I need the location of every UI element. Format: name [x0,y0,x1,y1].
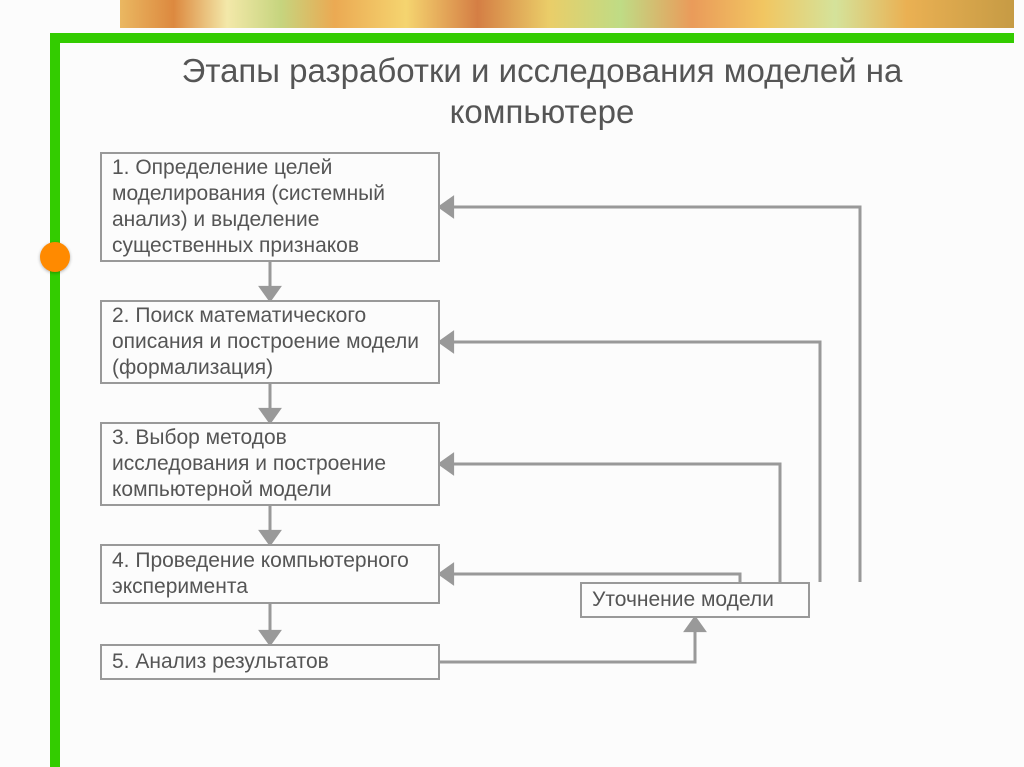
side-accent-dot [40,242,70,272]
side-accent-rail [50,33,60,767]
flowchart-node-n2: 2. Поиск математического описания и пост… [100,300,440,384]
top-accent-bar [50,33,1014,43]
flowchart-node-n4: 4. Проведение компьютерного эксперимента [100,544,440,604]
decorative-banner [120,0,1014,28]
flowchart: 1. Определение целей моделирования (сист… [80,140,980,760]
flowchart-node-n1: 1. Определение целей моделирования (сист… [100,152,440,262]
flowchart-node-n6: Уточнение модели [580,582,810,618]
page-title: Этапы разработки и исследования моделей … [90,50,994,133]
flowchart-node-n5: 5. Анализ результатов [100,644,440,680]
flowchart-node-n3: 3. Выбор методов исследования и построен… [100,422,440,506]
